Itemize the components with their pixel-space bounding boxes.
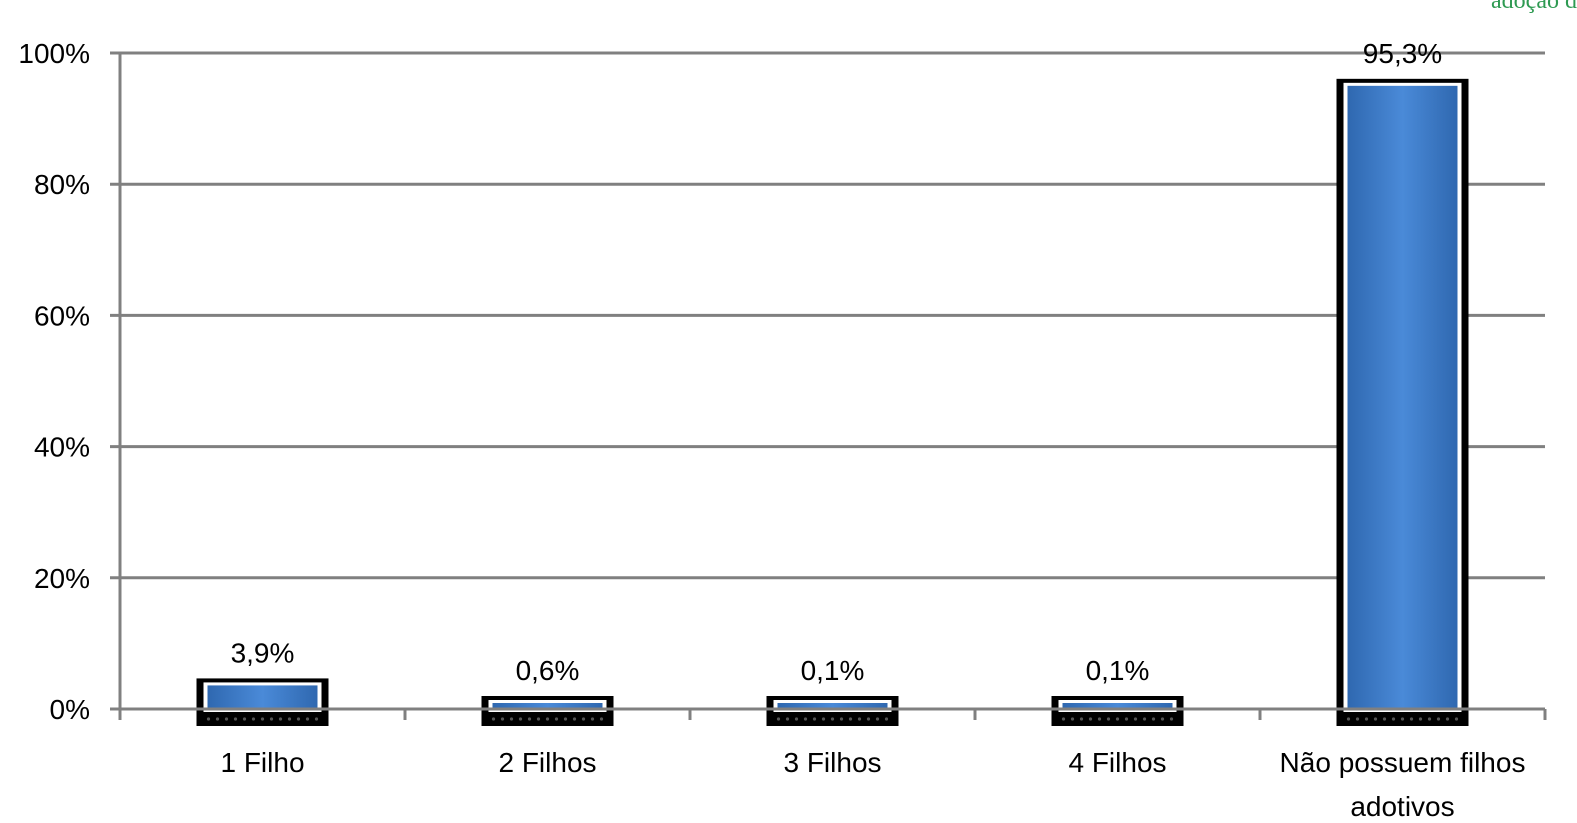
category-labels: 1 Filho 2 Filhos 3 Filhos 4 Filhos Não possu… xyxy=(220,747,1525,822)
bar xyxy=(1336,78,1469,726)
category-label: 3 Filhos xyxy=(783,747,881,778)
y-axis-ticks: 0% 20% 40% 60% 80% 100% xyxy=(18,38,90,725)
bar xyxy=(1051,696,1184,726)
category-label: 1 Filho xyxy=(220,747,304,778)
data-label: 3,9% xyxy=(231,637,295,668)
y-tick-label: 60% xyxy=(34,300,90,331)
y-tick-label: 80% xyxy=(34,169,90,200)
category-label: 2 Filhos xyxy=(498,747,596,778)
corner-text: adoção d xyxy=(1491,0,1577,14)
data-label: 0,1% xyxy=(1086,655,1150,686)
bars xyxy=(196,78,1469,726)
gridlines xyxy=(110,51,1545,711)
data-label: 95,3% xyxy=(1363,38,1442,69)
bar xyxy=(481,696,614,726)
category-label: adotivos xyxy=(1350,791,1454,822)
axes xyxy=(118,53,1547,720)
y-tick-label: 20% xyxy=(34,563,90,594)
y-tick-label: 100% xyxy=(18,38,90,69)
y-tick-label: 0% xyxy=(50,694,90,725)
category-label: Não possuem filhos xyxy=(1280,747,1526,778)
category-label: 4 Filhos xyxy=(1068,747,1166,778)
y-tick-label: 40% xyxy=(34,432,90,463)
data-labels: 3,9% 0,6% 0,1% 0,1% 95,3% xyxy=(231,38,1443,686)
data-label: 0,6% xyxy=(516,655,580,686)
bar xyxy=(766,696,899,726)
bar xyxy=(196,678,329,726)
data-label: 0,1% xyxy=(801,655,865,686)
